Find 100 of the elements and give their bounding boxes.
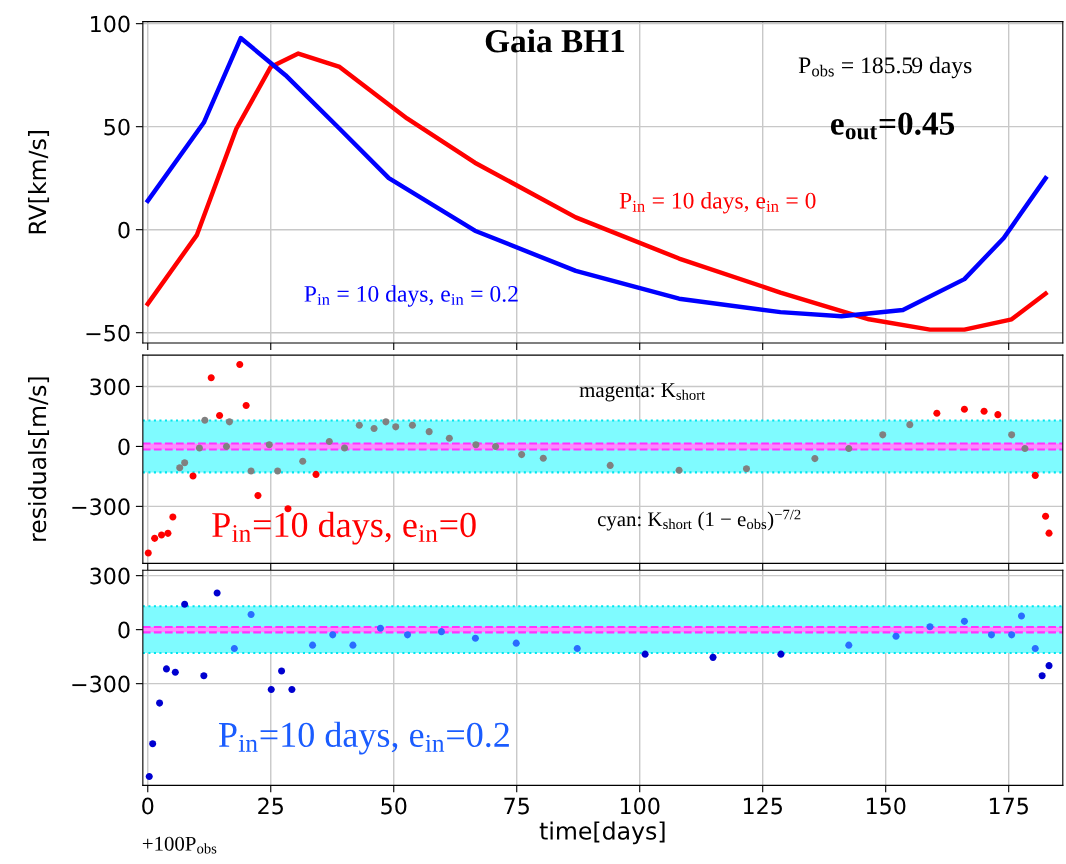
x-tick-label: 175 (989, 797, 1028, 815)
point (195, 444, 203, 452)
point (200, 672, 208, 680)
point (1031, 645, 1039, 653)
point (437, 628, 445, 636)
point (1031, 471, 1039, 479)
point (222, 442, 231, 450)
point (539, 454, 547, 462)
point (994, 411, 1002, 419)
annotation: P$_{in}$=10 days, e$_{in}$=0.2 (218, 721, 509, 755)
point (325, 437, 333, 445)
annotation: P$_{in}$ = 10 days, e$_{in}$ = 0 (619, 192, 816, 214)
point (254, 492, 262, 500)
point (242, 401, 250, 409)
point (247, 467, 255, 475)
point (926, 623, 934, 631)
point (845, 444, 853, 452)
point (403, 631, 412, 639)
point (156, 699, 164, 707)
point (777, 650, 785, 658)
point (1021, 444, 1029, 452)
point (512, 639, 520, 647)
y-tick-label: −300 (72, 675, 130, 693)
point (892, 632, 900, 640)
point (162, 665, 170, 673)
y-tick-label: 100 (91, 15, 130, 33)
point (278, 667, 286, 675)
x-tick-label: 100 (620, 797, 660, 815)
x-tick-label: 50 (381, 797, 407, 815)
point (341, 444, 349, 452)
x-tick-label: 125 (743, 797, 782, 815)
point (980, 407, 988, 415)
point (1008, 631, 1016, 639)
point (247, 610, 255, 619)
point (207, 374, 215, 382)
y-tick-label: 0 (118, 221, 130, 239)
y-tick-label: 0 (118, 438, 130, 456)
point (176, 464, 184, 472)
point (709, 653, 717, 661)
annotation: cyan: K$_{short}$ (1 − e$_{obs}$)$^{−7/2}$ (597, 509, 801, 531)
point (1042, 512, 1050, 520)
point (408, 421, 416, 429)
point (144, 549, 152, 557)
annotation: P$_{in}$=10 days, e$_{in}$=0 (212, 511, 476, 545)
y-tick-label: −50 (86, 324, 130, 342)
point (164, 529, 172, 537)
x-tick-label: 75 (504, 797, 529, 815)
point (299, 457, 307, 465)
point (329, 631, 337, 639)
y-tick-label: 0 (118, 621, 130, 639)
point (288, 685, 296, 693)
point (171, 668, 179, 676)
point (392, 423, 400, 431)
point (1045, 529, 1053, 537)
point (201, 416, 209, 424)
annotation: magenta: K$_{short}$ (579, 383, 706, 402)
point (960, 405, 968, 413)
point (169, 513, 177, 521)
point (879, 431, 887, 439)
point (376, 624, 384, 632)
y-axis-title: residuals[m/s] (28, 377, 50, 541)
point (216, 411, 224, 419)
point (225, 418, 233, 426)
point (573, 645, 581, 653)
y-tick-label: 50 (104, 118, 130, 136)
point (933, 409, 941, 417)
point (742, 465, 751, 473)
x-axis-title: time[days] (539, 821, 665, 845)
point (355, 421, 363, 429)
point (518, 451, 526, 459)
point (472, 441, 480, 449)
point (274, 467, 282, 475)
point (265, 441, 273, 449)
point (230, 645, 238, 653)
point (492, 442, 500, 450)
point (382, 418, 390, 426)
point (906, 421, 914, 429)
point (267, 685, 275, 693)
point (845, 641, 853, 649)
point (181, 600, 189, 608)
point (425, 428, 433, 436)
y-tick-label: −300 (72, 498, 130, 516)
point (641, 650, 649, 658)
point (675, 466, 683, 474)
x-tick-label: 150 (866, 797, 906, 815)
point (309, 641, 317, 649)
point (1017, 612, 1026, 620)
point (1008, 431, 1016, 439)
point (149, 740, 157, 748)
point (158, 531, 166, 539)
point (370, 424, 378, 432)
point (145, 773, 153, 781)
y-tick-label: 300 (90, 567, 130, 585)
x-tick-label: 25 (258, 797, 283, 815)
annotation: P$_{obs}$ = 185.59 days (798, 56, 972, 79)
point (1038, 672, 1046, 680)
point (987, 631, 996, 639)
point (606, 461, 614, 469)
point (151, 534, 159, 542)
point (312, 470, 320, 478)
